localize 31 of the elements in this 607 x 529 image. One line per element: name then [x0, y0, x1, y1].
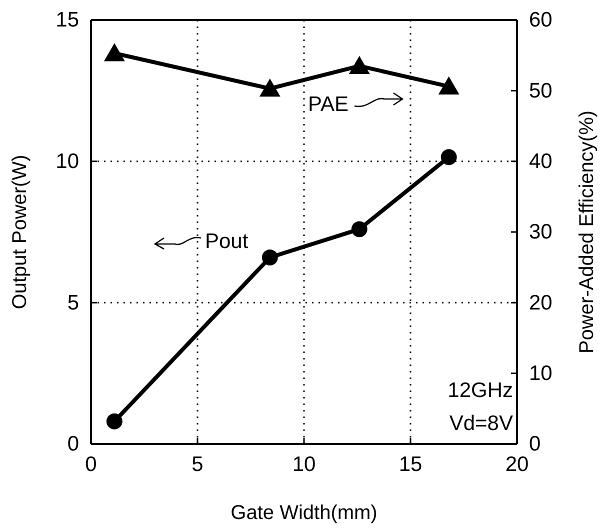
- x-tick-label: 20: [505, 452, 529, 476]
- y2-tick-label: 10: [529, 362, 552, 386]
- point: [351, 221, 368, 238]
- x-tick-label: 0: [85, 452, 97, 476]
- series-label: PAE: [308, 93, 348, 116]
- y2-tick-label: 60: [529, 8, 552, 32]
- y2-tick-label: 50: [529, 79, 552, 102]
- y-tick-label: 0: [67, 432, 79, 456]
- x-tick-label: 10: [292, 452, 316, 476]
- annotation: Vd=8V: [449, 412, 513, 435]
- y2-tick-label: 30: [529, 220, 552, 244]
- point: [104, 43, 125, 62]
- y2-tick-label: 40: [529, 150, 552, 174]
- y2-tick-label: 0: [529, 432, 541, 456]
- point: [262, 249, 278, 266]
- y2-tick-label: 20: [529, 291, 552, 314]
- point: [438, 76, 460, 94]
- y-tick-label: 10: [56, 150, 79, 174]
- annotation: 12GHz: [448, 379, 513, 402]
- point: [259, 78, 280, 97]
- y2-axis-title: Power-Added Efficiency(%): [576, 110, 598, 354]
- x-tick-label: 15: [398, 452, 422, 476]
- y-axis-title: Output Power(W): [9, 154, 31, 310]
- point: [440, 149, 457, 166]
- x-tick-label: 5: [192, 452, 204, 476]
- point: [348, 56, 370, 74]
- y-tick-label: 15: [56, 8, 79, 32]
- point: [106, 413, 122, 430]
- y-tick-label: 5: [67, 291, 79, 314]
- x-axis-title: Gate Width(mm): [230, 502, 378, 524]
- legend-label: Pout: [205, 230, 248, 253]
